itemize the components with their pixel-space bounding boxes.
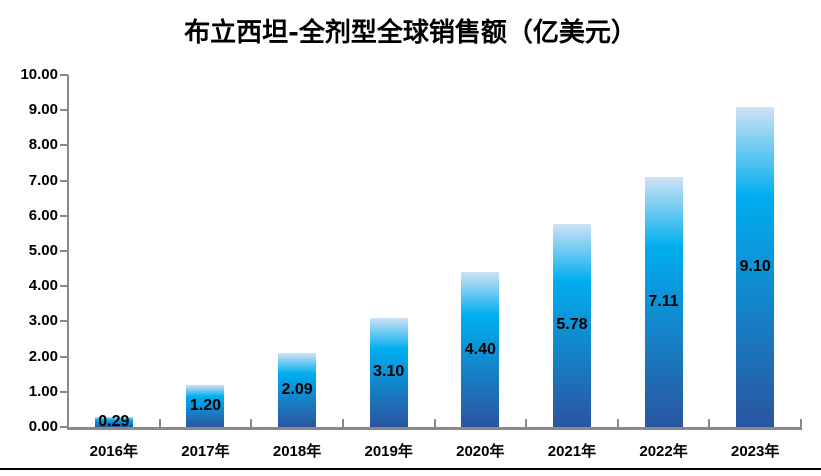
y-axis-tick [60, 355, 68, 358]
chart-title: 布立西坦-全剂型全球销售额（亿美元） [184, 18, 637, 48]
y-axis-tick [60, 214, 68, 217]
y-axis-tick [60, 320, 68, 323]
bar [278, 353, 317, 427]
y-axis-tick-label: 0.00 [28, 418, 58, 435]
bar [94, 416, 133, 427]
y-axis-tick [60, 250, 68, 252]
y-axis-tick [60, 179, 68, 182]
x-axis-tick [616, 419, 619, 427]
x-axis-category-label: 2019年 [364, 443, 413, 460]
x-axis-tick [708, 419, 711, 427]
y-axis-tick-label: 2.00 [28, 347, 58, 365]
bar-value-label: 3.10 [373, 363, 405, 381]
y-axis-tick-label: 4.00 [28, 277, 58, 295]
y-axis-tick-label: 8.00 [28, 136, 58, 154]
bar-value-label: 1.20 [189, 396, 221, 414]
bar [461, 272, 500, 427]
bar-value-label: 0.29 [98, 412, 130, 430]
x-axis-category-label: 2023年 [731, 443, 780, 460]
x-axis-tick [800, 419, 802, 427]
x-axis-category-label: 2017年 [181, 443, 230, 460]
y-axis-tick [60, 426, 68, 428]
bar [644, 176, 683, 427]
x-axis-tick [433, 419, 436, 427]
bottom-border-line [0, 468, 821, 470]
x-axis-tick [341, 419, 344, 427]
y-axis-tick [60, 285, 68, 288]
x-axis-line [67, 427, 802, 430]
y-axis-tick [60, 109, 68, 112]
y-axis-tick-label: 7.00 [28, 171, 58, 189]
y-axis-tick-label: 5.00 [28, 242, 58, 259]
y-axis-tick-label: 9.00 [28, 101, 58, 119]
x-axis-category-label: 2021年 [547, 443, 597, 460]
y-axis-tick-label: 6.00 [28, 206, 58, 224]
x-axis-tick [250, 419, 253, 427]
y-axis-tick-label: 3.00 [28, 312, 58, 330]
y-axis-line [67, 75, 69, 430]
bar-value-label: 2.09 [281, 381, 313, 399]
x-axis-tick [525, 419, 528, 427]
x-axis-category-label: 2020年 [456, 443, 505, 460]
y-axis-tick-label: 1.00 [28, 382, 58, 400]
y-axis-tick-label: 10.00 [20, 66, 58, 83]
bar-value-label: 7.11 [648, 292, 679, 310]
x-axis-category-label: 2018年 [272, 443, 322, 460]
y-axis-tick [60, 144, 68, 147]
y-axis-tick [60, 74, 68, 76]
bar [552, 223, 591, 427]
bar [186, 384, 225, 427]
bar-value-label: 9.10 [739, 257, 771, 275]
x-axis-category-label: 2016年 [89, 443, 138, 460]
bar [736, 106, 775, 427]
bar-value-label: 5.78 [556, 316, 588, 334]
y-axis-tick [60, 390, 68, 393]
x-axis-category-label: 2022年 [639, 443, 688, 460]
bar-value-label: 4.40 [464, 340, 496, 358]
bar [369, 317, 408, 427]
x-axis-tick [158, 419, 161, 427]
